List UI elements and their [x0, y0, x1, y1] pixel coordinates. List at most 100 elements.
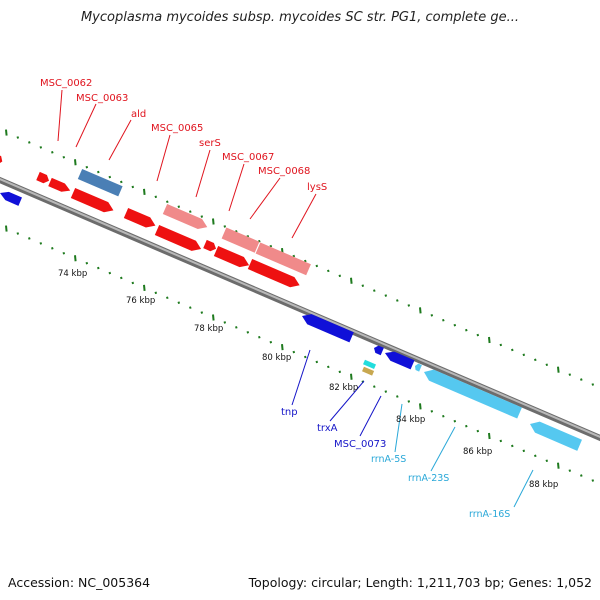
tick-mark: [154, 291, 158, 295]
gene-arrow: [70, 187, 114, 213]
gene-rrna-16s: [530, 421, 582, 451]
gene-label-msc-0073[interactable]: MSC_0073: [334, 439, 386, 450]
tick-marks: [5, 129, 595, 482]
gene-arrow-shape: [203, 239, 217, 252]
tick-mark: [568, 469, 572, 472]
tick-mark: [97, 170, 100, 174]
tick-mark: [407, 304, 411, 307]
tick-mark: [39, 146, 43, 149]
tick-mark: [281, 344, 284, 351]
pointer-line: [291, 349, 311, 406]
tick-mark: [442, 414, 445, 418]
tick-mark: [476, 333, 480, 337]
tick-mark: [361, 284, 365, 287]
gene-rrna-16s-shape: [530, 421, 582, 451]
tick-mark: [28, 141, 31, 144]
gene-label-rrna-5s[interactable]: rrnA-5S: [371, 454, 406, 465]
tick-mark: [5, 129, 8, 136]
tick-mark: [350, 373, 353, 380]
tick-mark: [189, 306, 192, 309]
gene-rrna-23s-shape: [424, 369, 522, 419]
tick-mark: [327, 365, 330, 369]
scale-label: 76 kbp: [126, 296, 155, 306]
tick-mark: [557, 366, 560, 373]
gene-lyss: [255, 242, 311, 276]
gene-lyss-shape: [255, 242, 311, 276]
gene-msc-0067: [221, 227, 260, 253]
tick-mark: [177, 301, 181, 304]
gene-label-msc-0062[interactable]: MSC_0062: [40, 78, 92, 89]
tick-mark: [131, 185, 135, 189]
gene-msc-0073: [385, 351, 415, 370]
gene-label-lyss[interactable]: lysS: [307, 182, 327, 193]
gene-reverse-shape: [0, 191, 22, 206]
tick-mark: [292, 350, 296, 354]
gene-small-tan: [362, 366, 375, 376]
tick-mark: [338, 274, 342, 278]
tick-mark: [522, 353, 526, 357]
gene-small-tan-shape: [362, 366, 375, 376]
gene-label-tnp[interactable]: tnp: [281, 407, 298, 418]
gene-label-msc-0063[interactable]: MSC_0063: [76, 93, 128, 104]
pointer-line: [430, 426, 456, 472]
gene-sers: [162, 203, 208, 230]
gene-label-msc-0067[interactable]: MSC_0067: [222, 152, 274, 163]
pointer-line: [228, 163, 245, 212]
tick-mark: [85, 261, 89, 265]
gene-label-rrna-23s[interactable]: rrnA-23S: [408, 473, 449, 484]
tick-mark: [16, 232, 20, 235]
gene-arrow: [48, 177, 71, 192]
tick-mark: [396, 395, 399, 398]
gene-rrna-23s: [424, 369, 522, 419]
label-pointers: [57, 89, 534, 508]
tick-mark: [120, 180, 123, 184]
tick-mark: [108, 271, 112, 275]
tick-mark: [373, 289, 376, 292]
genome-backbone-highlight: [0, 178, 600, 438]
tick-mark: [120, 276, 123, 280]
tick-mark: [85, 165, 89, 169]
tick-mark: [499, 343, 503, 347]
tick-mark: [258, 239, 261, 243]
gene-label-rrna-16s[interactable]: rrnA-16S: [469, 509, 510, 520]
tick-mark: [62, 155, 66, 159]
gene-label-msc-0068[interactable]: MSC_0068: [258, 166, 310, 177]
tick-mark: [269, 340, 273, 344]
gene-arrow-shape: [123, 207, 156, 228]
scale-label: 78 kbp: [194, 324, 223, 334]
tick-mark: [545, 459, 549, 463]
gene-label-ald[interactable]: ald: [131, 109, 146, 120]
tick-mark: [39, 242, 43, 245]
tick-mark: [246, 331, 250, 334]
pointer-line: [329, 380, 365, 422]
pointer-line: [156, 134, 171, 182]
tick-mark: [177, 205, 181, 208]
tick-mark: [143, 284, 146, 291]
gene-ald-shape: [77, 168, 123, 197]
scale-label: 84 kbp: [396, 415, 425, 425]
tick-mark: [534, 358, 537, 362]
tick-mark: [591, 479, 595, 482]
tick-mark: [545, 363, 549, 367]
gene-trxa: [374, 345, 384, 356]
pointer-line: [513, 469, 534, 508]
tick-mark: [465, 424, 468, 428]
gene-label-msc-0065[interactable]: MSC_0065: [151, 123, 203, 134]
tick-mark: [384, 294, 388, 297]
tick-mark: [430, 314, 434, 317]
tick-mark: [200, 311, 204, 314]
gene-tnp: [302, 314, 354, 343]
gene-label-sers[interactable]: serS: [199, 138, 221, 149]
tick-mark: [419, 403, 422, 410]
gene-arrow: [247, 258, 300, 288]
tick-mark: [166, 200, 169, 204]
tick-mark: [74, 159, 77, 166]
tick-mark: [568, 373, 572, 376]
gene-msc-0073-shape: [385, 351, 415, 370]
gene-label-trxa[interactable]: trxA: [317, 423, 338, 434]
scale-label: 74 kbp: [58, 269, 87, 279]
tick-mark: [580, 378, 583, 381]
gene-arrow: [213, 245, 250, 268]
gene-ald: [77, 168, 123, 197]
